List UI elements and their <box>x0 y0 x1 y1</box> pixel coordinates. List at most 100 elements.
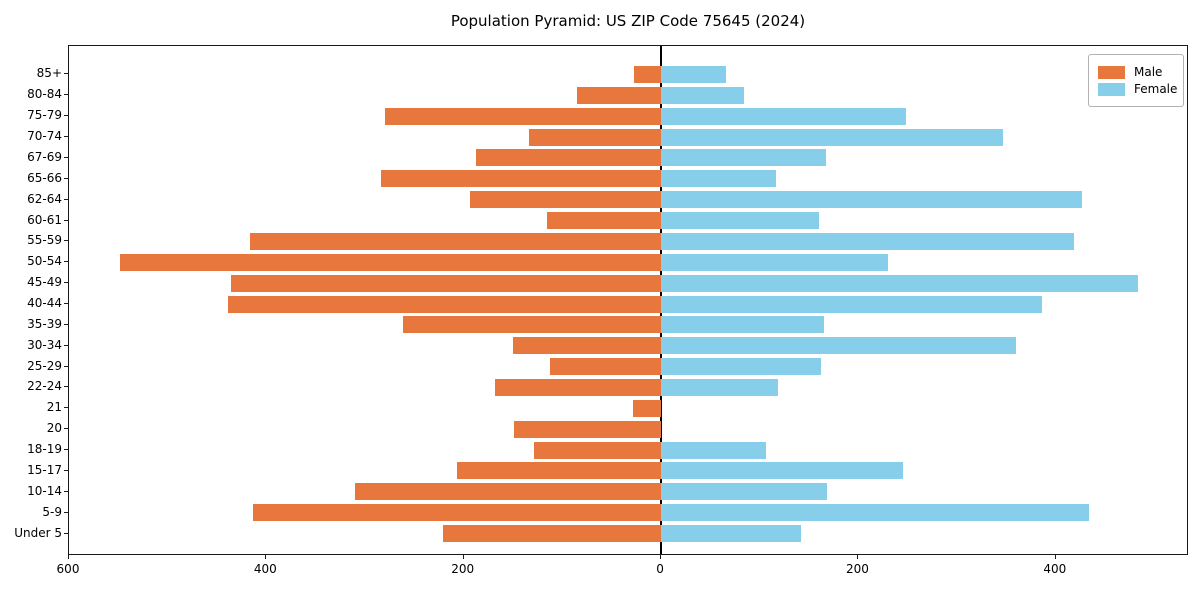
bar-male-35-39 <box>402 316 662 334</box>
bar-male-50-54 <box>120 253 662 271</box>
y-tick-label: 10-14 <box>27 483 62 498</box>
y-tick-label: 18-19 <box>27 442 62 457</box>
bar-male-21 <box>633 399 662 417</box>
y-tick-mark <box>64 261 68 263</box>
y-tick-mark <box>64 73 68 75</box>
y-tick-label: 70-74 <box>27 129 62 144</box>
x-tick-mark <box>68 555 69 559</box>
bar-female-18-19 <box>661 441 766 459</box>
bar-female-22-24 <box>661 378 778 396</box>
bar-male-10-14 <box>355 483 662 501</box>
bar-female-Under 5 <box>661 525 802 543</box>
x-tick-mark <box>265 555 267 559</box>
y-tick-label: Under 5 <box>14 525 62 540</box>
y-tick-label: 60-61 <box>27 212 62 227</box>
y-tick-label: 55-59 <box>27 233 62 248</box>
y-tick-mark <box>64 136 68 138</box>
x-tick-label: 200 <box>451 562 475 576</box>
y-tick-label: 62-64 <box>27 191 62 206</box>
y-tick-label: 15-17 <box>27 462 62 477</box>
bar-female-5-9 <box>661 504 1090 522</box>
y-tick-mark <box>64 469 68 471</box>
bar-male-40-44 <box>227 295 662 313</box>
y-tick-mark <box>64 386 68 388</box>
y-tick-mark <box>64 532 68 534</box>
x-tick-label: 400 <box>253 562 277 576</box>
bar-male-55-59 <box>249 232 662 250</box>
y-tick-mark <box>64 323 68 325</box>
y-tick-mark <box>64 282 68 284</box>
y-tick-label: 22-24 <box>27 379 62 394</box>
y-tick-label: 65-66 <box>27 170 62 185</box>
y-tick-label: 35-39 <box>27 316 62 331</box>
legend: Male Female <box>1088 54 1184 107</box>
bar-male-25-29 <box>549 358 662 376</box>
y-tick-label: 85+ <box>36 66 62 81</box>
bar-female-40-44 <box>661 295 1042 313</box>
bar-male-62-64 <box>469 191 662 209</box>
x-tick-label: 600 <box>56 562 80 576</box>
bar-male-30-34 <box>513 337 662 355</box>
bar-male-85+ <box>634 65 662 83</box>
y-tick-mark <box>64 219 68 221</box>
y-tick-mark <box>64 115 68 117</box>
bar-female-25-29 <box>661 358 821 376</box>
bar-female-62-64 <box>661 191 1083 209</box>
y-tick-mark <box>64 428 68 430</box>
bar-female-67-69 <box>661 149 826 167</box>
x-tick-label: 0 <box>656 562 664 576</box>
y-tick-label: 45-49 <box>27 275 62 290</box>
bar-female-85+ <box>661 65 727 83</box>
y-tick-label: 25-29 <box>27 358 62 373</box>
x-tick-label: 200 <box>845 562 869 576</box>
y-tick-mark <box>64 198 68 200</box>
male-color-swatch <box>1098 65 1125 79</box>
x-tick-label: 400 <box>1043 562 1067 576</box>
legend-label-female: Female <box>1134 82 1178 96</box>
y-tick-mark <box>64 303 68 304</box>
y-tick-label: 67-69 <box>27 149 62 164</box>
bar-female-65-66 <box>661 170 776 188</box>
bar-female-10-14 <box>661 483 827 501</box>
bar-female-55-59 <box>661 232 1074 250</box>
y-tick-mark <box>64 407 68 409</box>
plot-area <box>68 45 1188 555</box>
bar-female-45-49 <box>661 274 1138 292</box>
bar-female-30-34 <box>661 337 1017 355</box>
y-tick-label: 80-84 <box>27 87 62 102</box>
bar-female-15-17 <box>661 462 903 480</box>
bar-male-60-61 <box>546 212 662 230</box>
bar-female-50-54 <box>661 253 889 271</box>
chart-title: Population Pyramid: US ZIP Code 75645 (2… <box>450 12 806 30</box>
x-tick-mark <box>1054 555 1056 559</box>
y-tick-label: 75-79 <box>27 108 62 123</box>
bar-female-70-74 <box>661 128 1004 146</box>
bar-male-22-24 <box>495 378 662 396</box>
bar-male-67-69 <box>475 149 662 167</box>
y-tick-mark <box>64 449 68 451</box>
legend-label-male: Male <box>1134 65 1163 79</box>
bar-female-35-39 <box>661 316 824 334</box>
y-tick-mark <box>64 344 68 346</box>
y-tick-label: 50-54 <box>27 254 62 269</box>
bar-male-70-74 <box>528 128 662 146</box>
legend-item-male: Male <box>1098 65 1174 79</box>
bar-male-65-66 <box>380 170 662 188</box>
bar-female-75-79 <box>661 107 906 125</box>
y-tick-label: 20 <box>46 421 62 436</box>
y-tick-mark <box>64 511 68 513</box>
bar-female-60-61 <box>661 212 819 230</box>
legend-item-female: Female <box>1098 82 1178 96</box>
y-tick-mark <box>64 94 68 96</box>
y-tick-mark <box>64 177 68 179</box>
x-tick-mark <box>462 555 464 559</box>
bar-male-75-79 <box>384 107 662 125</box>
bar-male-80-84 <box>577 86 662 104</box>
bar-male-20 <box>514 420 662 438</box>
female-color-swatch <box>1098 82 1125 96</box>
bar-male-Under 5 <box>442 525 662 543</box>
y-tick-label: 30-34 <box>27 337 62 352</box>
y-tick-mark <box>64 365 68 367</box>
x-tick-mark <box>857 555 859 559</box>
